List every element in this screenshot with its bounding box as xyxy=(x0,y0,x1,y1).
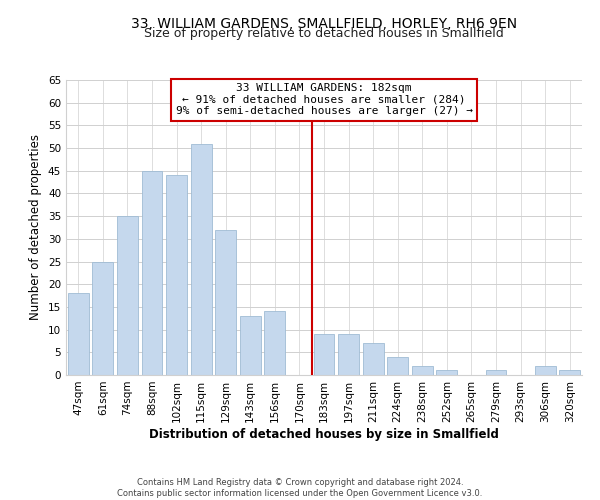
Bar xyxy=(191,144,212,375)
Bar xyxy=(215,230,236,375)
Bar xyxy=(166,176,187,375)
Bar xyxy=(68,294,89,375)
Bar xyxy=(265,312,286,375)
Bar xyxy=(314,334,334,375)
Bar xyxy=(117,216,138,375)
Bar xyxy=(387,357,408,375)
Bar xyxy=(485,370,506,375)
Y-axis label: Number of detached properties: Number of detached properties xyxy=(29,134,43,320)
Bar xyxy=(436,370,457,375)
Bar xyxy=(362,343,383,375)
Text: Size of property relative to detached houses in Smallfield: Size of property relative to detached ho… xyxy=(144,28,504,40)
Text: 33, WILLIAM GARDENS, SMALLFIELD, HORLEY, RH6 9EN: 33, WILLIAM GARDENS, SMALLFIELD, HORLEY,… xyxy=(131,18,517,32)
Text: Contains HM Land Registry data © Crown copyright and database right 2024.
Contai: Contains HM Land Registry data © Crown c… xyxy=(118,478,482,498)
Bar xyxy=(92,262,113,375)
Bar xyxy=(535,366,556,375)
X-axis label: Distribution of detached houses by size in Smallfield: Distribution of detached houses by size … xyxy=(149,428,499,440)
Bar xyxy=(559,370,580,375)
Bar xyxy=(338,334,359,375)
Bar xyxy=(240,316,261,375)
Text: 33 WILLIAM GARDENS: 182sqm
← 91% of detached houses are smaller (284)
9% of semi: 33 WILLIAM GARDENS: 182sqm ← 91% of deta… xyxy=(176,83,473,116)
Bar xyxy=(142,171,163,375)
Bar xyxy=(412,366,433,375)
